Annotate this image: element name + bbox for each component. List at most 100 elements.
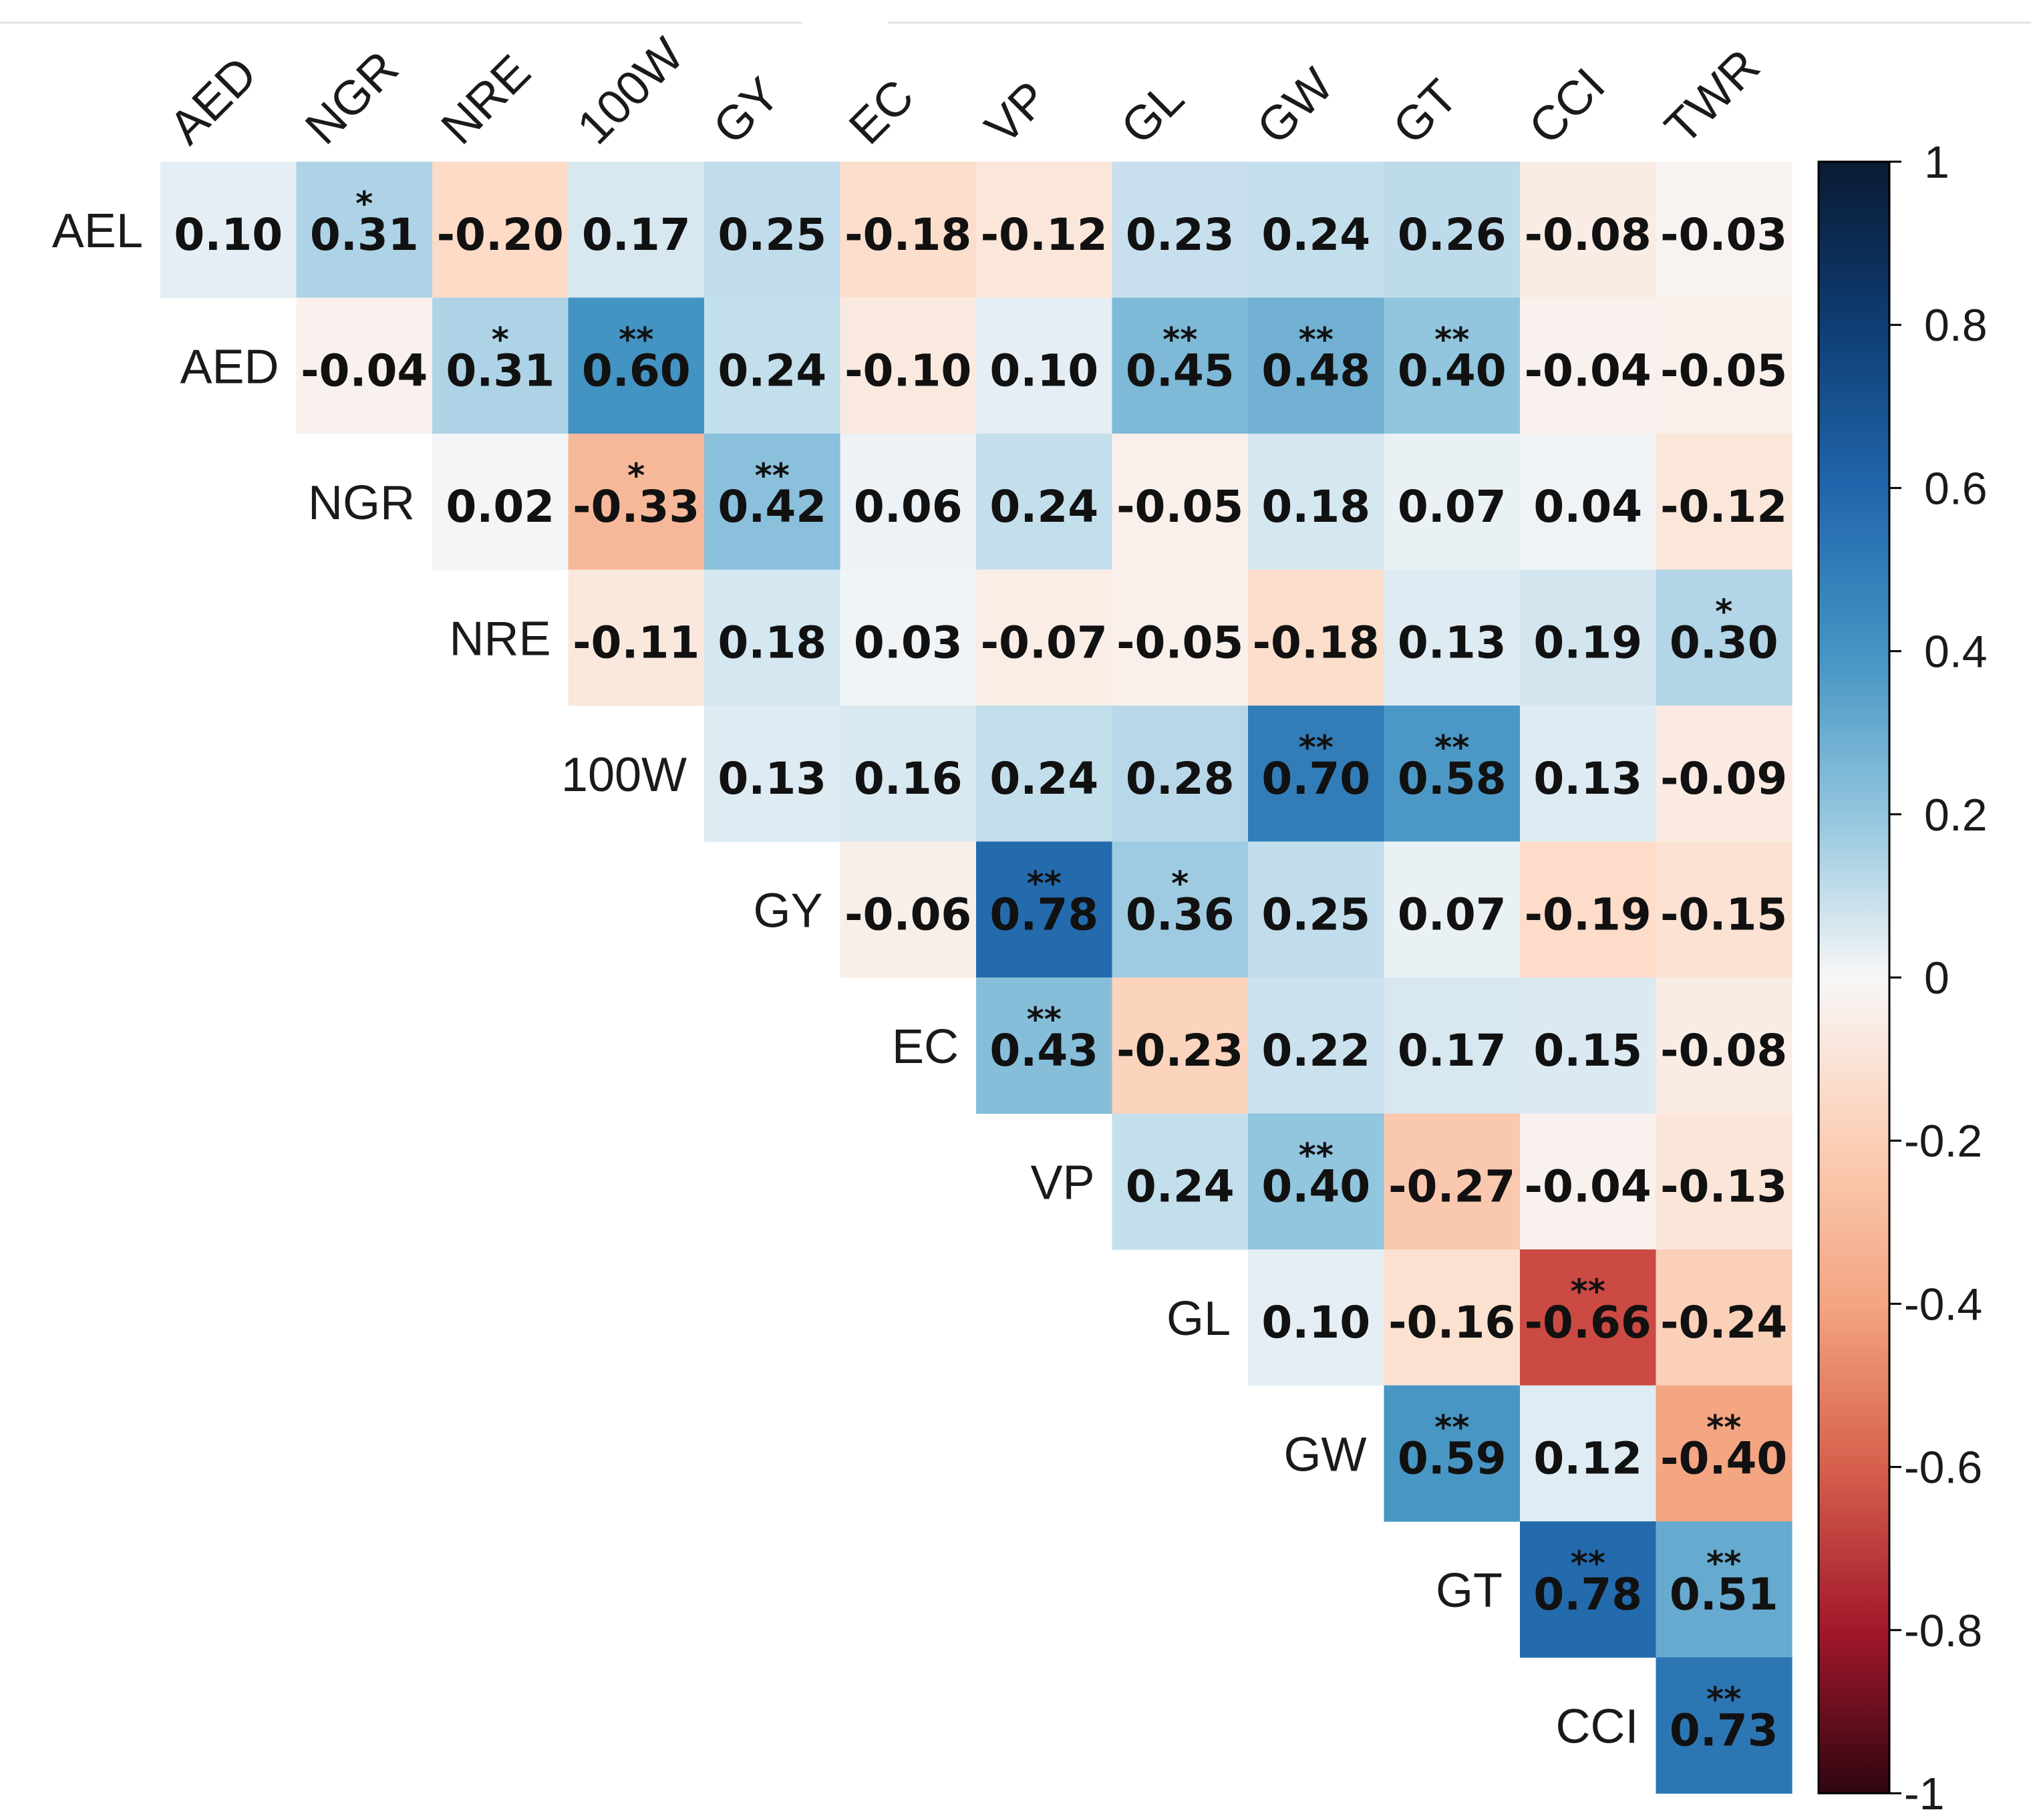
cell-value: 0.19 — [1533, 617, 1642, 668]
heatmap-cell: -0.27 — [1384, 1113, 1521, 1250]
cell-fill — [1112, 841, 1249, 978]
heatmap-cells: 0.10 0.31*-0.20 0.17 0.25 -0.18 -0.12 0.23 0.24… — [160, 162, 1792, 1794]
cell-fill — [704, 569, 841, 706]
colorbar-tick-label: -0.2 — [1904, 1116, 1982, 1167]
significance-mark: * — [627, 456, 645, 495]
heatmap-cell: -0.19 — [1520, 841, 1657, 978]
cell-fill — [1384, 162, 1521, 299]
cell-value: 0.06 — [854, 481, 963, 533]
heatmap-cell: -0.12 — [1656, 434, 1792, 571]
heatmap-cell: 0.31* — [432, 297, 569, 434]
heatmap-cell: 0.13 — [1520, 706, 1657, 843]
cell-fill — [568, 297, 705, 434]
heatmap-cell: 0.45** — [1112, 297, 1249, 434]
cell-value: 0.23 — [1126, 209, 1235, 261]
cell-value: 0.17 — [582, 209, 691, 261]
colorbar-tick-label: 0.4 — [1924, 627, 1988, 677]
cell-fill — [1248, 569, 1385, 706]
cell-fill — [1656, 1113, 1792, 1250]
heatmap-cell: -0.24 — [1656, 1249, 1792, 1386]
heatmap-cell: -0.15 — [1656, 841, 1792, 978]
colorbar-tick-label: 0 — [1924, 953, 1949, 1004]
cell-value: 0.78 — [1533, 1569, 1642, 1620]
heatmap-cell: 0.24 — [976, 706, 1113, 843]
heatmap-cell: 0.16 — [840, 706, 977, 843]
cell-value: 0.15 — [1533, 1025, 1642, 1076]
heatmap-cell: -0.33* — [568, 434, 705, 571]
heatmap-cell: -0.10 — [840, 297, 977, 434]
significance-mark: ** — [1299, 728, 1334, 767]
cell-fill — [976, 162, 1113, 299]
cell-fill — [1112, 977, 1249, 1114]
cell-value: 0.70 — [1261, 753, 1370, 804]
cell-value: -0.04 — [1525, 1161, 1652, 1212]
cell-fill — [1520, 434, 1657, 571]
significance-mark: ** — [755, 456, 790, 495]
cell-fill — [1112, 706, 1249, 843]
cell-fill — [840, 706, 977, 843]
cell-fill — [840, 569, 977, 706]
heatmap-cell: 0.78** — [1520, 1521, 1657, 1658]
significance-mark: ** — [1706, 1680, 1741, 1718]
heatmap-cell: -0.18 — [840, 162, 977, 299]
significance-mark: * — [1171, 864, 1189, 903]
significance-mark: * — [1715, 592, 1732, 631]
heatmap-cell: -0.05 — [1112, 434, 1249, 571]
significance-mark: ** — [1027, 864, 1062, 903]
cell-value: 0.59 — [1398, 1432, 1507, 1484]
column-label: NRE — [431, 45, 540, 154]
cell-value: -0.05 — [1660, 345, 1787, 396]
cell-fill — [1112, 297, 1249, 434]
cell-value: 0.03 — [854, 617, 963, 668]
colorbar-tick-label: -0.6 — [1904, 1443, 1982, 1493]
heatmap-cell: -0.03 — [1656, 162, 1792, 299]
heatmap-cell: -0.08 — [1520, 162, 1657, 299]
cell-value: -0.04 — [301, 345, 428, 396]
cell-value: -0.11 — [573, 617, 699, 668]
heatmap-cell: 0.60** — [568, 297, 705, 434]
cell-value: -0.24 — [1660, 1297, 1787, 1348]
cell-value: 0.16 — [854, 753, 963, 804]
heatmap-cell: 0.23 — [1112, 162, 1249, 299]
cell-value: 0.40 — [1261, 1161, 1370, 1212]
cell-fill — [1520, 162, 1657, 299]
cell-fill — [1112, 434, 1249, 571]
row-label: GW — [1284, 1428, 1367, 1481]
significance-mark: ** — [1571, 1272, 1605, 1311]
cell-value: -0.04 — [1525, 345, 1652, 396]
heatmap-cell: 0.78** — [976, 841, 1113, 978]
heatmap-cell: 0.02 — [432, 434, 569, 571]
row-label: 100W — [561, 748, 687, 802]
heatmap-cell: -0.05 — [1656, 297, 1792, 434]
cell-value: 0.02 — [446, 481, 555, 533]
column-labels: AED NGR NRE 100W GY EC VP GL GW GT CCI TWR — [159, 28, 1770, 155]
heatmap-cell: -0.12 — [976, 162, 1113, 299]
cell-fill — [976, 977, 1113, 1114]
cell-value: -0.07 — [981, 617, 1108, 668]
cell-value: 0.40 — [1398, 345, 1507, 396]
cell-fill — [976, 297, 1113, 434]
cell-value: 0.31 — [310, 209, 419, 261]
cell-value: 0.13 — [1398, 617, 1507, 668]
cell-fill — [1656, 1657, 1792, 1794]
heatmap-cell: 0.07 — [1384, 841, 1521, 978]
cell-value: -0.40 — [1660, 1432, 1787, 1484]
cell-fill — [1112, 569, 1249, 706]
cell-value: 0.24 — [1126, 1161, 1235, 1212]
cell-fill — [704, 706, 841, 843]
cell-fill — [1520, 706, 1657, 843]
column-label: GT — [1383, 69, 1468, 154]
cell-fill — [1248, 1113, 1385, 1250]
heatmap-cell: -0.66** — [1520, 1249, 1657, 1386]
cell-fill — [1656, 1249, 1792, 1386]
cell-fill — [1656, 297, 1792, 434]
row-label: NGR — [308, 476, 415, 530]
cell-value: 0.10 — [989, 345, 1098, 396]
colorbar-tick-label: -1 — [1904, 1769, 1944, 1819]
cell-value: 0.60 — [582, 345, 691, 396]
heatmap-cell: 0.43** — [976, 977, 1113, 1114]
cell-value: 0.07 — [1398, 889, 1507, 940]
heatmap-cell: 0.17 — [568, 162, 705, 299]
cell-fill — [1520, 569, 1657, 706]
cell-value: 0.07 — [1398, 481, 1507, 533]
